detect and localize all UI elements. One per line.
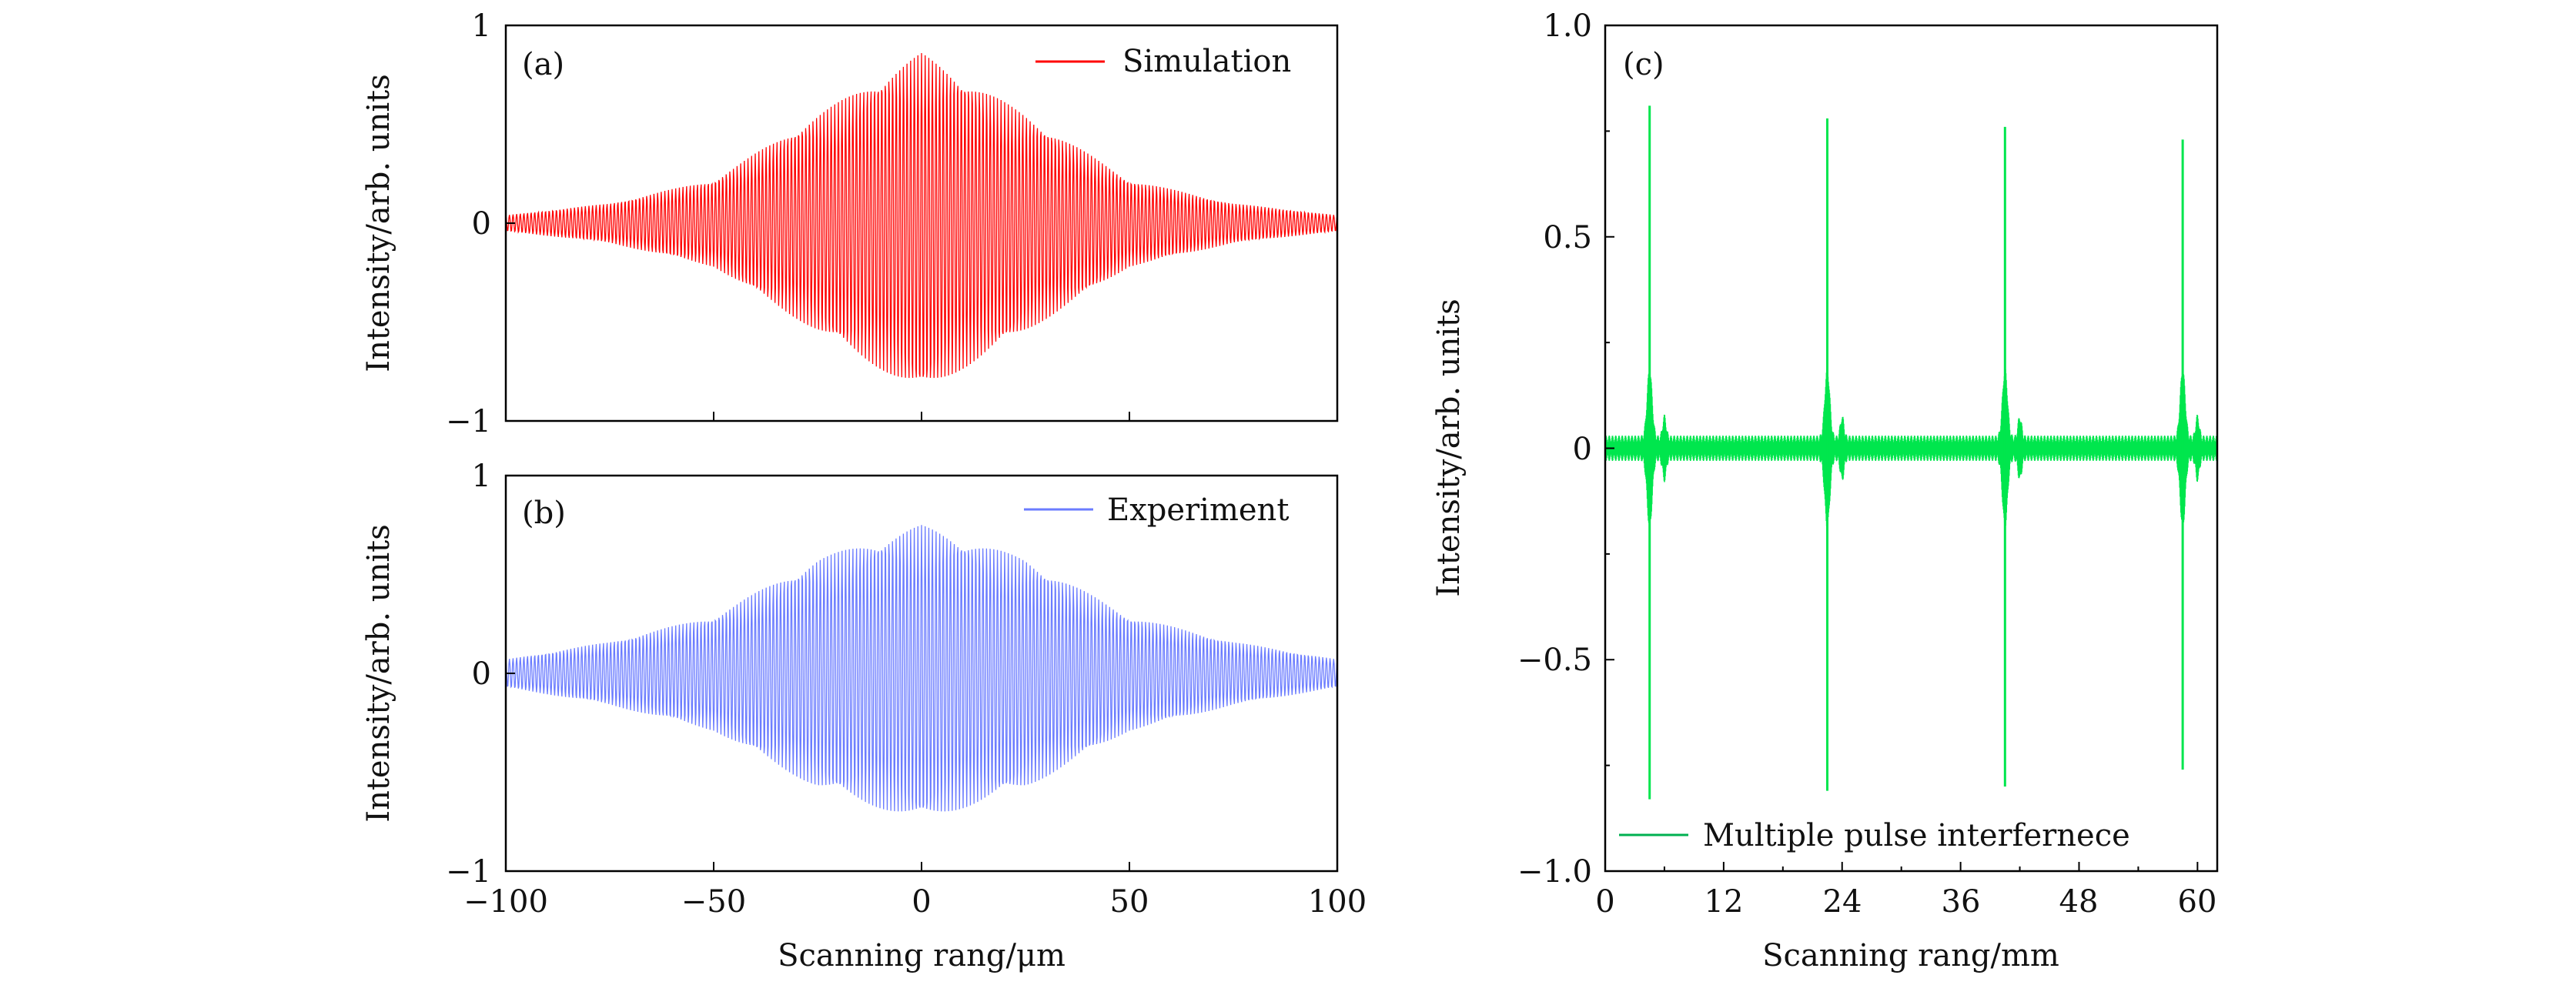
panel-b: (b) Experiment 1 0 −1 −100 −50 0 50 100 … — [361, 459, 1367, 973]
panel-a-ticks — [505, 25, 1338, 422]
panel-c-legend-label: Multiple pulse interfernece — [1703, 818, 2130, 853]
panel-c-ytick-label: −1.0 — [1517, 854, 1592, 890]
panel-c-ticks — [1604, 25, 2199, 872]
panel-b-ytick-label: 0 — [472, 656, 491, 692]
panel-c-label: (c) — [1623, 47, 1664, 82]
panel-c-ytick-label: 0 — [1573, 432, 1592, 467]
panel-b-ticks — [505, 475, 1338, 872]
panel-b-xtick-label: 50 — [1110, 884, 1149, 920]
panel-b-xtick-label: 0 — [912, 884, 931, 920]
panel-c-series — [1604, 105, 2218, 800]
panel-c-series-line — [1604, 369, 2218, 529]
panel-a-ytick-label: 1 — [472, 8, 491, 44]
panel-c-xlabel: Scanning rang/mm — [1762, 938, 2059, 973]
panel-a: (a) Simulation 1 0 −1 Intensity/arb. uni… — [361, 8, 1339, 439]
panel-b-ytick-label: −1 — [446, 854, 491, 890]
panel-a-ytick-label: −1 — [446, 404, 491, 439]
panel-c-ytick-label: 0.5 — [1543, 220, 1592, 255]
panel-c: (c) Multiple pulse interfernece 1.0 0.5 … — [1431, 8, 2219, 973]
panel-b-label: (b) — [522, 496, 566, 531]
panel-b-xtick-label: 100 — [1308, 884, 1367, 920]
panel-b-legend-label: Experiment — [1107, 492, 1289, 528]
panel-c-xtick-label: 48 — [2059, 884, 2099, 920]
panel-c-ytick-label: −0.5 — [1517, 643, 1592, 678]
panel-c-ylabel: Intensity/arb. units — [1431, 299, 1467, 596]
panel-c-xtick-label: 0 — [1595, 884, 1614, 920]
panel-b-series — [505, 525, 1338, 812]
panel-a-label: (a) — [522, 47, 564, 82]
panel-a-ylabel: Intensity/arb. units — [361, 74, 396, 372]
panel-b-xtick-label: −50 — [681, 884, 746, 920]
panel-b-ytick-label: 1 — [472, 459, 491, 494]
panel-a-series — [505, 52, 1338, 379]
panel-b-xtick-label: −100 — [463, 884, 548, 920]
panel-a-ytick-label: 0 — [472, 206, 491, 242]
panel-c-xtick-label: 12 — [1705, 884, 1744, 920]
panel-a-series-line — [505, 52, 1338, 379]
panel-c-xtick-label: 60 — [2178, 884, 2217, 920]
panel-b-ylabel: Intensity/arb. units — [361, 524, 396, 822]
panel-b-series-line — [505, 525, 1338, 812]
panel-a-legend-label: Simulation — [1122, 44, 1291, 79]
panel-b-xlabel: Scanning rang/μm — [778, 938, 1066, 973]
panel-c-xtick-label: 36 — [1942, 884, 1981, 920]
panel-c-ytick-label: 1.0 — [1543, 8, 1592, 44]
panel-c-xtick-label: 24 — [1823, 884, 1862, 920]
